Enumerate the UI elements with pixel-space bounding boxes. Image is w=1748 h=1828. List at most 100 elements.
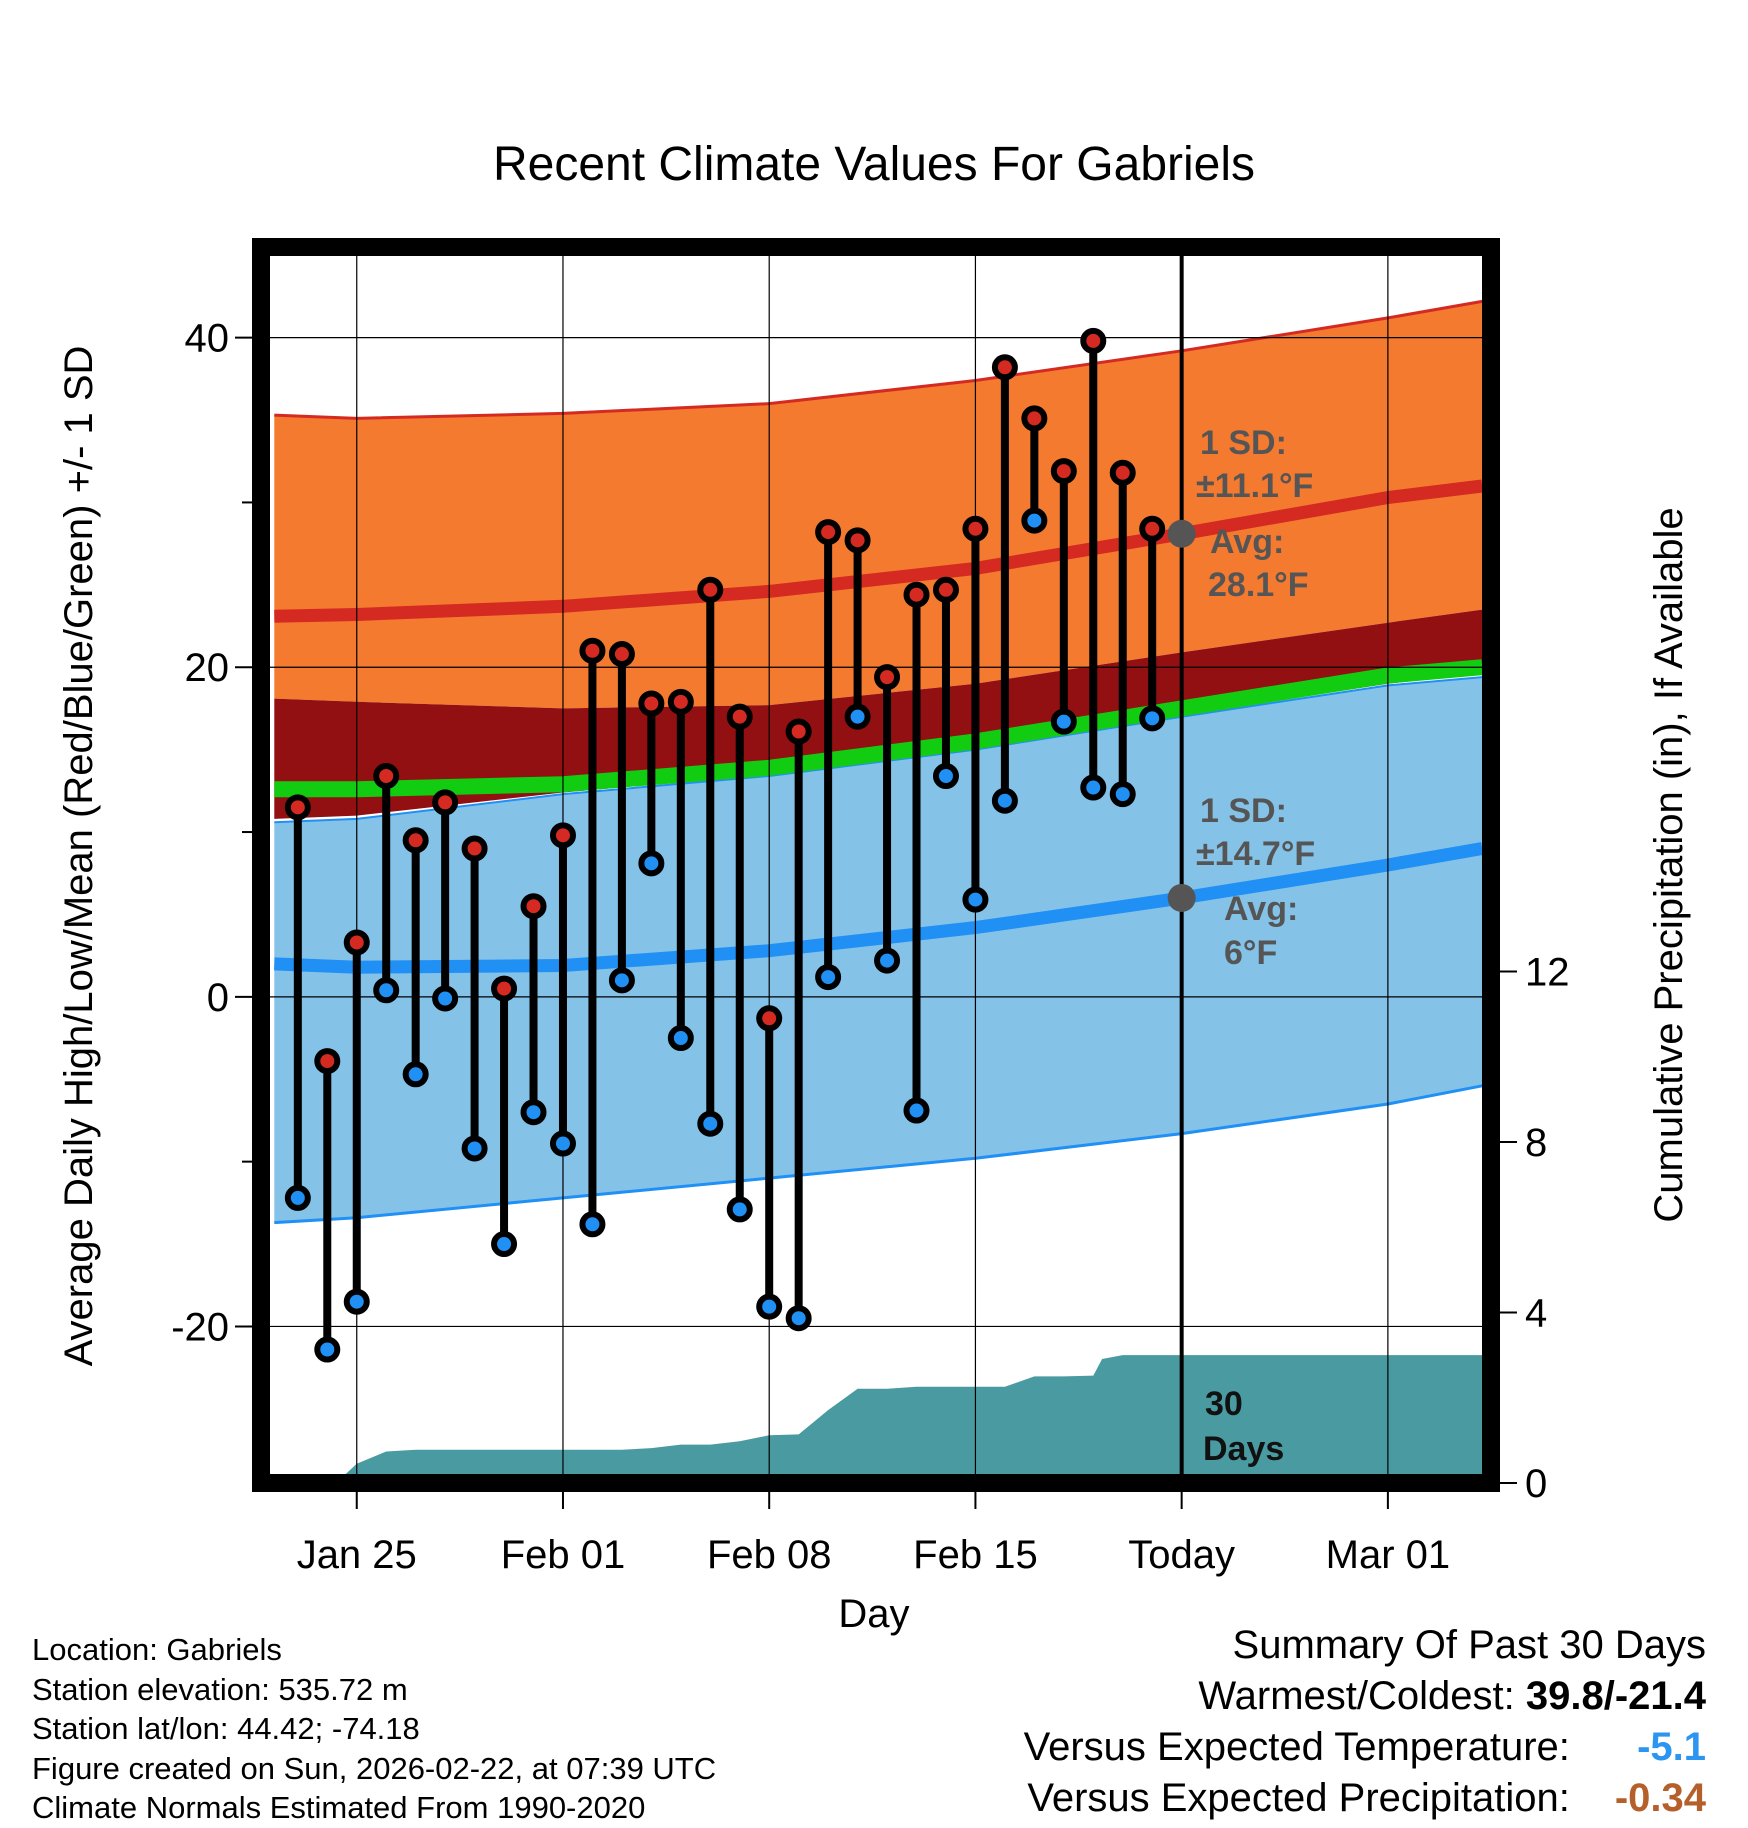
day-high-point: [608, 641, 635, 668]
created-text: Figure created on Sun, 2026-02-22, at 07…: [32, 1750, 717, 1786]
x-axis-label: Day: [838, 1592, 909, 1636]
day-group: [373, 763, 400, 1004]
normal-low-lower-edge: [274, 1084, 1483, 1225]
day-low-point: [1139, 705, 1166, 732]
day-low-point: [697, 1110, 724, 1137]
day-group: [726, 703, 753, 1223]
summary-panel: Summary Of Past 30 Days Warmest/Coldest:…: [1024, 1620, 1706, 1824]
day-high-point: [1050, 458, 1077, 485]
low-sd-value: ±14.7°F: [1196, 835, 1315, 873]
day-low-point: [962, 886, 989, 913]
x-tick-label: Jan 25: [297, 1533, 417, 1577]
day-low-point: [579, 1211, 606, 1238]
day-group: [932, 576, 959, 790]
day-low-point: [1021, 507, 1048, 534]
days-count: 30: [1205, 1385, 1243, 1423]
day-group: [461, 835, 488, 1162]
day-low-point: [284, 1184, 311, 1211]
day-low-point: [314, 1336, 341, 1363]
precip-label: Versus Expected Precipitation:: [1027, 1776, 1570, 1820]
day-low-point: [1080, 774, 1107, 801]
day-low-point: [520, 1099, 547, 1126]
x-tick-label: Feb 08: [707, 1533, 832, 1577]
high-sd-value: ±11.1°F: [1196, 467, 1313, 505]
day-low-point: [343, 1288, 370, 1315]
day-high-point: [314, 1048, 341, 1075]
normal-high-average-line: [274, 479, 1483, 623]
day-low-point: [491, 1231, 518, 1258]
day-group: [697, 576, 724, 1137]
day-group: [343, 929, 370, 1315]
location-text: Location: Gabriels: [32, 1632, 282, 1667]
day-group: [402, 827, 429, 1088]
day-low-point: [932, 763, 959, 790]
day-group: [520, 893, 547, 1126]
day-low-point: [461, 1135, 488, 1162]
day-group: [785, 718, 812, 1332]
normals-text: Climate Normals Estimated From 1990-2020: [32, 1790, 646, 1825]
summary-temp-row: Versus Expected Temperature: -5.1: [1024, 1722, 1706, 1773]
day-high-point: [874, 664, 901, 691]
day-low-point: [549, 1130, 576, 1157]
temp-value: -5.1: [1637, 1725, 1706, 1769]
day-high-point: [932, 576, 959, 603]
y2-tick-labels: 0 4 8 12: [1525, 951, 1570, 1506]
day-group: [756, 1005, 783, 1320]
day-group: [432, 789, 459, 1012]
y2-tick-label: 4: [1525, 1292, 1547, 1336]
day-group: [815, 519, 842, 991]
daily-high-low-values: [284, 327, 1166, 1363]
day-high-point: [756, 1005, 783, 1032]
station-info: Location: Gabriels Station elevation: 53…: [32, 1630, 716, 1828]
y-tick-label: 40: [185, 317, 230, 361]
day-high-point: [284, 794, 311, 821]
day-group: [1021, 405, 1048, 534]
axis-ticks: [235, 336, 1517, 1509]
day-group: [1139, 515, 1166, 732]
day-low-point: [785, 1305, 812, 1332]
day-high-point: [1109, 459, 1136, 486]
day-high-point: [373, 763, 400, 790]
latlon-text: Station lat/lon: 44.42; -74.18: [32, 1711, 420, 1746]
low-avg-value: 6°F: [1224, 934, 1277, 972]
day-low-point: [667, 1025, 694, 1052]
day-group: [962, 515, 989, 913]
warm-cold-value: 39.8/-21.4: [1525, 1674, 1706, 1718]
day-high-point: [903, 581, 930, 608]
day-group: [638, 690, 665, 877]
normals-annotations: 1 SD: ±11.1°F Avg: 28.1°F 1 SD: ±14.7°F …: [1167, 424, 1315, 1468]
y-tick-label: 20: [185, 646, 230, 690]
y2-tick-label: 8: [1525, 1121, 1547, 1165]
y-tick-label: -20: [171, 1305, 229, 1349]
y2-tick-label: 12: [1525, 951, 1570, 995]
day-low-point: [608, 967, 635, 994]
day-group: [874, 664, 901, 974]
day-group: [549, 822, 576, 1157]
day-high-point: [962, 515, 989, 542]
day-low-point: [402, 1061, 429, 1088]
precip-value: -0.34: [1614, 1776, 1706, 1820]
x-tick-labels: Jan 25 Feb 01 Feb 08 Feb 15 Today Mar 01: [297, 1533, 1450, 1577]
day-group: [608, 641, 635, 994]
chart-title: Recent Climate Values For Gabriels: [493, 138, 1255, 191]
day-group: [903, 581, 930, 1124]
day-high-point: [667, 688, 694, 715]
high-average-marker: [1167, 519, 1196, 548]
day-low-point: [373, 977, 400, 1004]
day-high-point: [432, 789, 459, 816]
day-high-point: [844, 527, 871, 554]
day-low-point: [844, 703, 871, 730]
y2-tick-label: 0: [1525, 1462, 1547, 1506]
day-high-point: [579, 637, 606, 664]
day-high-point: [1080, 327, 1107, 354]
day-low-point: [726, 1196, 753, 1223]
day-low-point: [815, 964, 842, 991]
x-tick-label: Feb 15: [913, 1533, 1038, 1577]
day-group: [491, 975, 518, 1258]
low-average-marker: [1167, 883, 1196, 912]
days-word: Days: [1203, 1430, 1284, 1468]
day-low-point: [638, 850, 665, 877]
x-tick-label: Today: [1128, 1533, 1235, 1577]
day-high-point: [461, 835, 488, 862]
day-low-point: [874, 947, 901, 974]
